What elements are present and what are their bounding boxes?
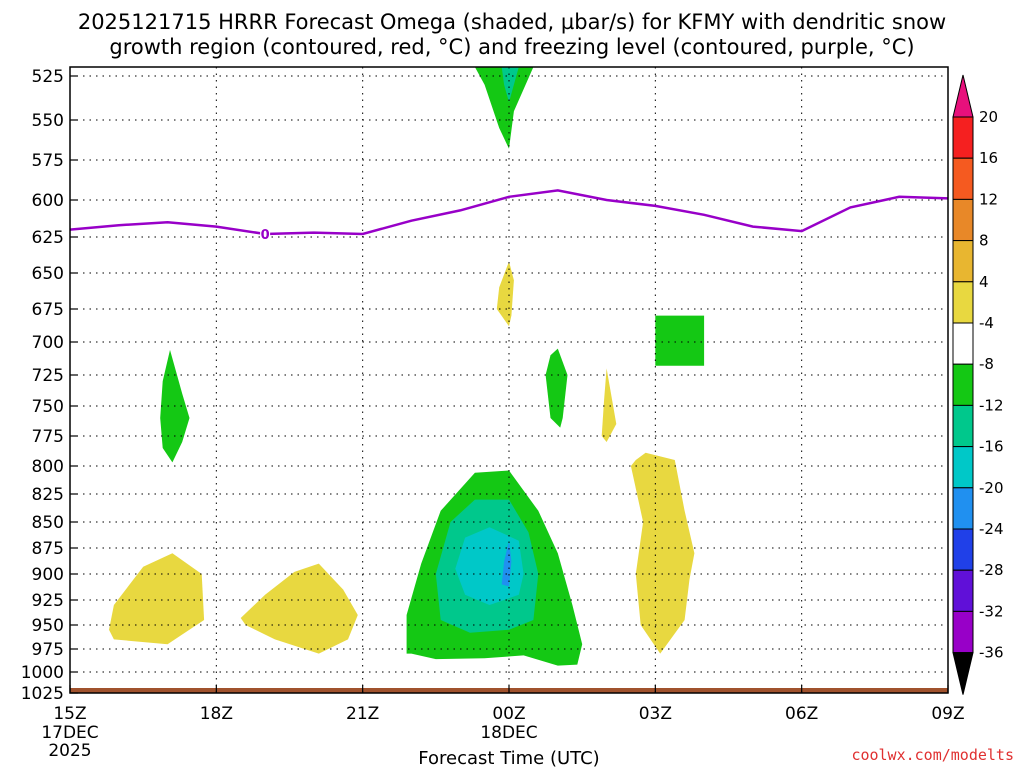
omega-region-6 [655, 315, 705, 366]
y-tick-label-1025: 1025 [21, 684, 64, 704]
colorbar-segment-1 [952, 157, 974, 200]
y-tick-label-850: 850 [32, 513, 64, 533]
x-tick-label-15Z: 15Z [53, 704, 86, 724]
y-tick-label-575: 575 [32, 151, 64, 171]
y-tick-label-625: 625 [32, 228, 64, 248]
y-tick-label-875: 875 [32, 539, 64, 559]
x-tick-year-15Z: 2025 [48, 741, 91, 761]
omega-region-5 [601, 368, 617, 442]
colorbar-segment-6 [952, 363, 974, 406]
y-axis: 525 550 575 600 625 650 675 700 725 750 775 800 825 8… [21, 67, 78, 704]
y-tick-label-900: 900 [32, 565, 64, 585]
y-tick-label-1000: 1000 [21, 663, 64, 683]
colorbar-segment-9 [952, 487, 974, 530]
x-tick-label-03Z: 03Z [639, 704, 672, 724]
y-tick-label-975: 975 [32, 640, 64, 660]
x-axis-title: Forecast Time (UTC) [418, 748, 599, 768]
chart-title-line2: growth region (contoured, red, °C) and f… [109, 35, 914, 59]
colorbar-segment-12 [952, 610, 974, 654]
colorbar: 20 16 12 8 4 -4 -8 -12 -16 -20 -24 -28 -32 -36 [952, 74, 1004, 695]
x-tick-date-00Z: 18DEC [480, 723, 537, 743]
freezing-level-label: 0 [261, 228, 270, 243]
x-tick-label-09Z: 09Z [931, 704, 964, 724]
omega-region-12 [455, 527, 524, 605]
colorbar-label-5: -4 [979, 314, 994, 332]
x-tick-date-15Z: 17DEC [41, 723, 98, 743]
omega-region-0 [474, 67, 534, 149]
omega-region-4 [545, 348, 568, 428]
freezing-level-line [69, 189, 949, 236]
y-tick-label-775: 775 [32, 427, 64, 447]
y-tick-label-725: 725 [32, 366, 64, 386]
omega-region-7 [630, 452, 695, 654]
y-tick-label-600: 600 [32, 191, 64, 211]
colorbar-label-2: 12 [979, 190, 998, 208]
colorbar-segment-3 [952, 240, 974, 283]
y-tick-label-525: 525 [32, 67, 64, 87]
colorbar-label-11: -28 [979, 561, 1004, 579]
x-tick-label-00Z: 00Z [492, 704, 525, 724]
colorbar-label-12: -32 [979, 602, 1004, 620]
colorbar-label-8: -16 [979, 438, 1004, 456]
colorbar-label-0: 20 [979, 108, 998, 126]
colorbar-segment-0 [952, 116, 974, 159]
y-tick-label-650: 650 [32, 264, 64, 284]
colorbar-top-arrow [952, 74, 974, 118]
colorbar-segment-2 [952, 198, 974, 242]
y-tick-label-550: 550 [32, 111, 64, 131]
colorbar-label-10: -24 [979, 520, 1004, 538]
colorbar-label-9: -20 [979, 479, 1004, 497]
freezing-level: 0 [69, 189, 949, 243]
colorbar-segment-4 [952, 281, 974, 324]
colorbar-bottom-arrow [952, 652, 974, 695]
colorbar-label-3: 8 [979, 232, 989, 250]
y-tick-label-825: 825 [32, 485, 64, 505]
colorbar-label-13: -36 [979, 644, 1004, 662]
colorbar-segment-10 [952, 528, 974, 571]
colorbar-segment-7 [952, 404, 974, 448]
colorbar-segment-8 [952, 446, 974, 489]
colorbar-label-4: 4 [979, 273, 989, 291]
y-tick-label-800: 800 [32, 457, 64, 477]
freezing-level-label-bg [260, 226, 271, 242]
colorbar-segment-11 [952, 569, 974, 612]
colorbar-label-1: 16 [979, 149, 998, 167]
colorbar-label-6: -8 [979, 355, 994, 373]
omega-region-8 [109, 553, 205, 645]
chart-title-line1: 2025121715 HRRR Forecast Omega (shaded, … [78, 10, 946, 34]
x-tick-label-06Z: 06Z [785, 704, 818, 724]
y-tick-label-700: 700 [32, 333, 64, 353]
colorbar-label-7: -12 [979, 396, 1004, 414]
credit-text: coolwx.com/modelts [851, 746, 1014, 764]
omega-region-9 [240, 563, 358, 654]
y-tick-label-675: 675 [32, 300, 64, 320]
omega-shading [109, 67, 705, 666]
x-tick-label-21Z: 21Z [346, 704, 379, 724]
y-tick-label-750: 750 [32, 397, 64, 417]
y-tick-label-950: 950 [32, 616, 64, 636]
omega-region-2 [496, 261, 514, 327]
x-tick-label-18Z: 18Z [200, 704, 233, 724]
colorbar-segment-5 [952, 322, 974, 365]
y-tick-label-925: 925 [32, 591, 64, 611]
